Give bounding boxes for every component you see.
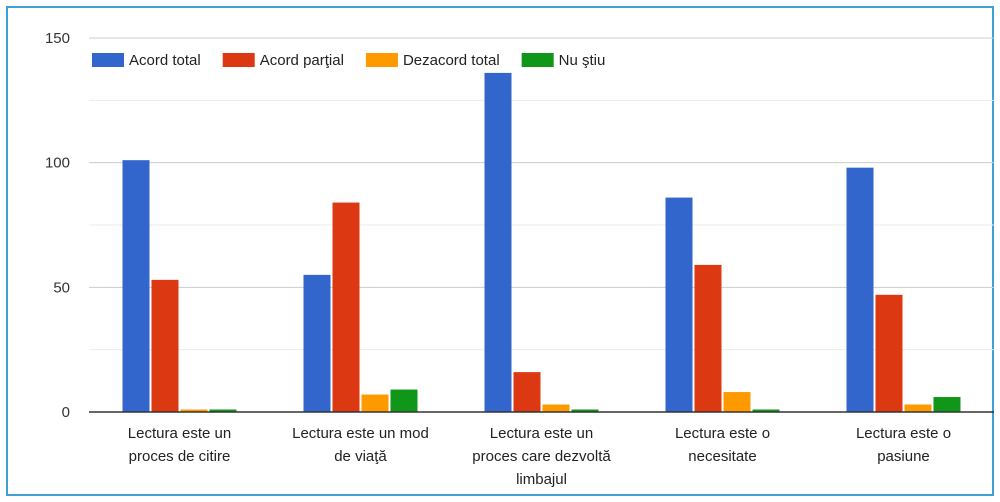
legend-swatch xyxy=(521,53,554,67)
bar-dezacord-total-1 xyxy=(361,394,389,412)
category-label: de viaţă xyxy=(334,448,387,465)
bar-chart: 0 50 100 150 Lectura este un proces de citir… xyxy=(45,30,994,488)
legend-label: Acord total xyxy=(129,52,201,69)
bar-nu-tiu-0 xyxy=(209,409,237,412)
bar-acord-total-2 xyxy=(484,72,512,412)
bar-dezacord-total-4 xyxy=(904,404,932,412)
bar-acord-par-ial-2 xyxy=(513,372,541,412)
legend-label: Nu ştiu xyxy=(559,52,606,69)
x-axis: Lectura este un proces de citire Lectura e… xyxy=(89,411,994,488)
bar-dezacord-total-3 xyxy=(723,392,751,412)
legend-label: Dezacord total xyxy=(403,52,500,69)
bar-acord-total-3 xyxy=(665,197,693,412)
bar-dezacord-total-0 xyxy=(180,409,208,412)
bar-acord-par-ial-0 xyxy=(151,279,179,412)
category-label: Lectura este un xyxy=(128,425,231,442)
legend-swatch xyxy=(222,53,255,67)
category-label: proces de citire xyxy=(129,448,231,465)
legend-swatch xyxy=(92,53,124,67)
legend-swatch xyxy=(365,53,398,67)
category-label: Lectura este o xyxy=(675,425,770,442)
y-axis: 0 50 100 150 xyxy=(45,30,70,421)
bar-nu-tiu-4 xyxy=(933,397,961,412)
bar-acord-total-0 xyxy=(122,160,150,412)
category-label: proces care dezvoltă xyxy=(472,448,611,465)
chart-frame: 0 50 100 150 Lectura este un proces de citir… xyxy=(6,6,994,496)
category-label: Lectura este un mod xyxy=(292,425,429,442)
category-label: necesitate xyxy=(688,448,756,465)
y-tick-label: 0 xyxy=(62,404,70,421)
category-label: pasiune xyxy=(877,448,930,465)
bar-acord-par-ial-1 xyxy=(332,202,360,412)
bar-nu-tiu-1 xyxy=(390,389,418,412)
bar-acord-total-1 xyxy=(303,274,331,412)
category-label: limbajul xyxy=(516,471,567,488)
bar-nu-tiu-3 xyxy=(752,409,780,412)
bars xyxy=(122,72,961,412)
gridlines xyxy=(89,37,994,351)
y-tick-label: 150 xyxy=(45,30,70,47)
bar-acord-par-ial-3 xyxy=(694,264,722,412)
category-label: Lectura este o xyxy=(856,425,951,442)
legend: Acord total Acord parţial Dezacord total Nu… xyxy=(92,52,605,69)
bar-nu-tiu-2 xyxy=(571,409,599,412)
bar-acord-total-4 xyxy=(846,167,874,412)
category-label: Lectura este un xyxy=(490,425,593,442)
legend-label: Acord parţial xyxy=(260,52,344,69)
y-tick-label: 100 xyxy=(45,155,70,172)
bar-acord-par-ial-4 xyxy=(875,294,903,412)
y-tick-label: 50 xyxy=(53,279,70,296)
bar-dezacord-total-2 xyxy=(542,404,570,412)
